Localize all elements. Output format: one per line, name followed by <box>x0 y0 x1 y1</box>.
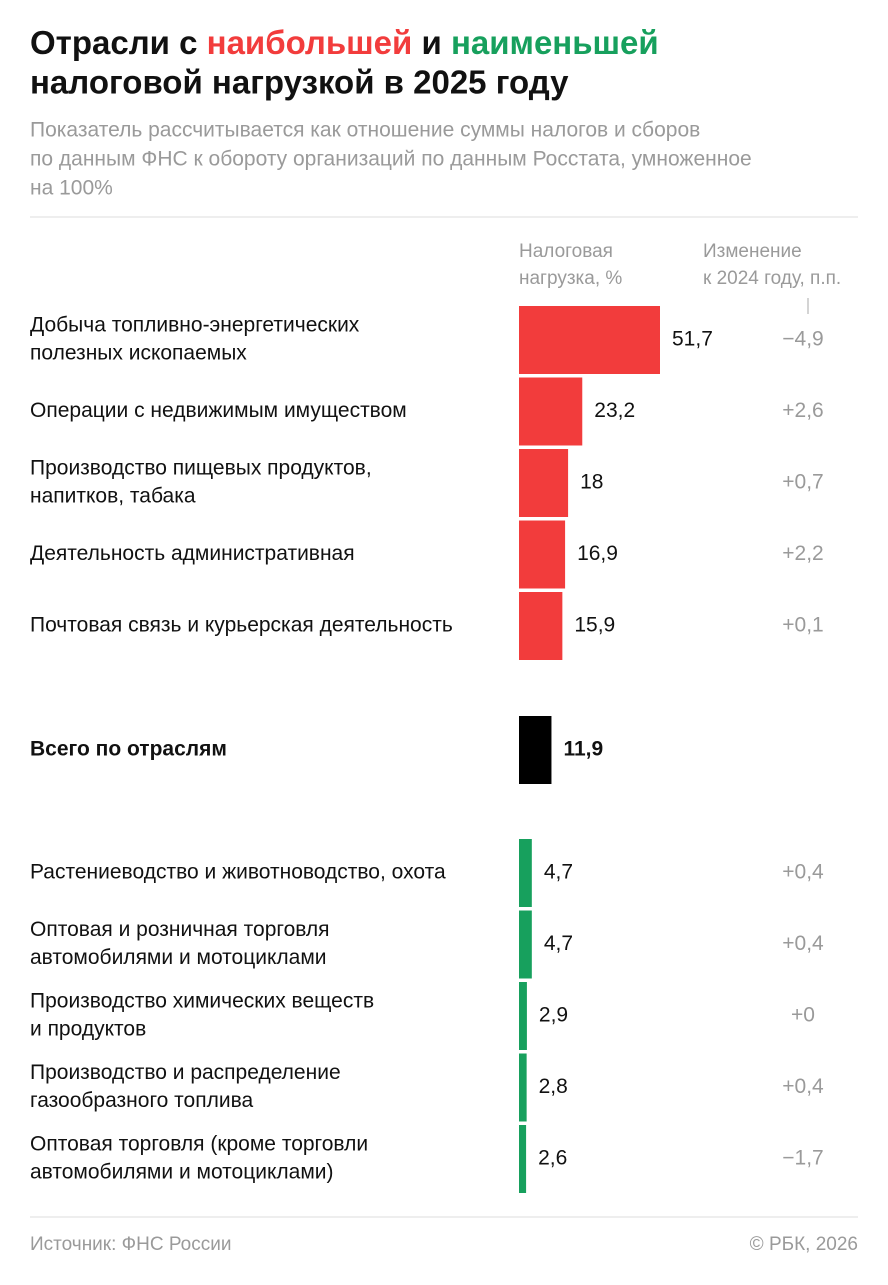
change-label: −4,9 <box>782 328 823 351</box>
category-label: Деятельность административная <box>30 542 355 565</box>
column-header: нагрузка, % <box>519 268 622 289</box>
value-label: 11,9 <box>563 738 603 761</box>
bar <box>519 520 566 589</box>
category-label: автомобилями и мотоциклами <box>30 946 327 969</box>
change-label: +2,6 <box>782 399 823 422</box>
subtitle: на 100% <box>30 177 113 200</box>
value-label: 2,9 <box>539 1004 568 1027</box>
bar <box>519 377 583 446</box>
bar <box>519 982 527 1050</box>
category-label: Всего по отраслям <box>30 738 227 761</box>
category-label: Производство и распределение <box>30 1061 341 1084</box>
value-label: 18 <box>580 471 603 494</box>
title-part: Отрасли с <box>30 24 197 61</box>
category-label: и продуктов <box>30 1018 146 1041</box>
category-label: Производство химических веществ <box>30 990 374 1013</box>
category-label: Растениеводство и животноводство, охота <box>30 861 446 884</box>
title-part: наибольшей <box>207 24 413 61</box>
bar <box>519 1125 527 1193</box>
bar <box>519 449 569 517</box>
change-label: +2,2 <box>782 542 823 565</box>
bar <box>519 306 660 374</box>
category-label: Почтовая связь и курьерская деятельность <box>30 614 453 637</box>
column-header: Налоговая <box>519 241 613 262</box>
bar <box>519 716 552 784</box>
category-label: полезных ископаемых <box>30 342 247 365</box>
bar <box>519 1053 527 1122</box>
column-header: Изменение <box>703 241 802 262</box>
change-label: +0,1 <box>782 614 823 637</box>
category-label: Оптовая торговля (кроме торговли <box>30 1133 368 1156</box>
category-label: газообразного топлива <box>30 1089 253 1112</box>
value-label: 4,7 <box>544 932 573 955</box>
bar <box>519 839 532 907</box>
subtitle: по данным ФНС к обороту организаций по д… <box>30 148 752 171</box>
title-part: наименьшей <box>451 24 659 61</box>
category-label: Производство пищевых продуктов, <box>30 457 372 480</box>
change-label: −1,7 <box>782 1147 823 1170</box>
value-label: 23,2 <box>594 399 635 422</box>
category-label: Операции с недвижимым имуществом <box>30 399 407 422</box>
chart-title: Отрасли с наибольшей и наименьшей <box>30 24 659 61</box>
change-label: +0,4 <box>782 1075 824 1098</box>
value-label: 15,9 <box>574 614 615 637</box>
copyright: © РБК, 2026 <box>750 1234 858 1255</box>
value-label: 2,8 <box>539 1075 568 1098</box>
change-label: +0,7 <box>782 471 823 494</box>
value-label: 4,7 <box>544 861 573 884</box>
category-label: напитков, табака <box>30 485 196 508</box>
value-label: 16,9 <box>577 542 618 565</box>
column-header: к 2024 году, п.п. <box>703 268 841 289</box>
category-label: автомобилями и мотоциклами) <box>30 1161 334 1184</box>
bar <box>519 592 563 660</box>
bar <box>519 910 532 979</box>
change-label: +0,4 <box>782 861 824 884</box>
chart-title: налоговой нагрузкой в 2025 году <box>30 64 569 101</box>
category-label: Добыча топливно-энергетических <box>30 314 360 337</box>
change-label: +0 <box>791 1004 815 1027</box>
source: Источник: ФНС России <box>30 1234 231 1255</box>
subtitle: Показатель рассчитывается как отношение … <box>30 119 700 142</box>
value-label: 51,7 <box>672 328 713 351</box>
change-label: +0,4 <box>782 932 824 955</box>
category-label: Оптовая и розничная торговля <box>30 918 330 941</box>
title-part: и <box>422 24 442 61</box>
value-label: 2,6 <box>538 1147 567 1170</box>
